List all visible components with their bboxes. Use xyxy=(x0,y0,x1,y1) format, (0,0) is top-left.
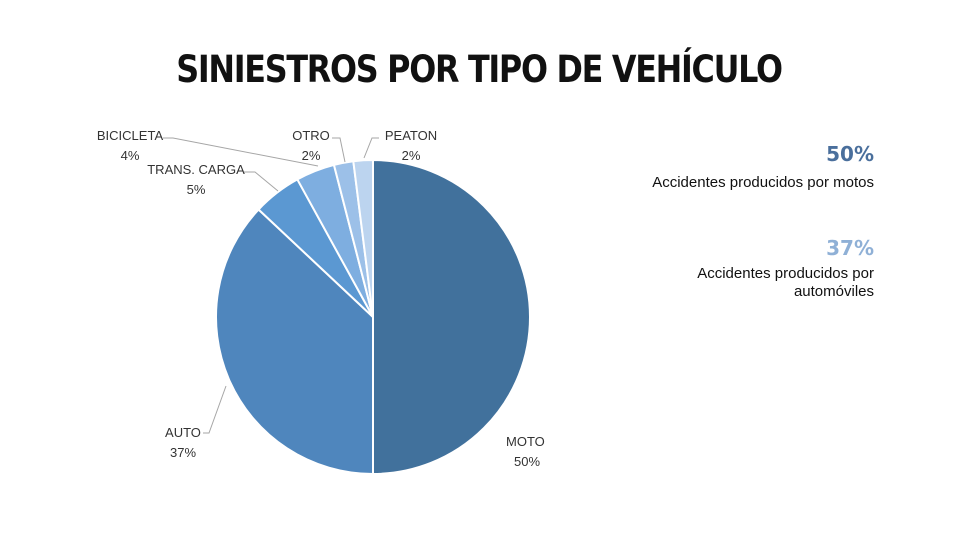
slice-value-label: 50% xyxy=(514,454,540,469)
pie-slice-moto xyxy=(372,158,531,476)
slice-value-label: 2% xyxy=(402,148,421,163)
leader-line xyxy=(163,137,319,167)
leader-line xyxy=(244,171,279,192)
slice-value-label: 5% xyxy=(187,182,206,197)
slice-label: PEATON xyxy=(385,128,437,143)
slice-value-label: 2% xyxy=(302,148,321,163)
stat-value: 37% xyxy=(826,236,874,260)
pie-slice-auto xyxy=(215,208,374,476)
pie-slice-peaton xyxy=(352,158,374,318)
pie-slices xyxy=(215,158,531,476)
stat-moto: 50% Accidentes producidos por motos xyxy=(652,142,874,192)
chart-title: SINIESTROS POR TIPO DE VEHÍCULO xyxy=(176,48,783,91)
slice-label: MOTO xyxy=(506,434,545,449)
stat-description-line: automóviles xyxy=(793,283,874,300)
slice-labels: MOTO 50% AUTO 37% TRANS. CARGA 5% BICICLETA 4% O… xyxy=(97,128,545,469)
stat-description-line: Accidentes producidos por motos xyxy=(652,174,874,191)
stat-auto: 37% Accidentes producidos por automóvile… xyxy=(697,236,874,301)
slice-value-label: 37% xyxy=(170,445,196,460)
leader-line xyxy=(332,137,346,163)
leader-line xyxy=(363,137,379,159)
leader-lines xyxy=(163,137,379,434)
stat-description-line: Accidentes producidos por xyxy=(697,265,874,282)
slice-label: OTRO xyxy=(292,128,330,143)
stat-value: 50% xyxy=(826,142,874,166)
leader-line xyxy=(203,385,227,434)
slice-label: AUTO xyxy=(165,425,201,440)
slice-label: TRANS. CARGA xyxy=(147,162,245,177)
slice-label: BICICLETA xyxy=(97,128,164,143)
slice-value-label: 4% xyxy=(121,148,140,163)
